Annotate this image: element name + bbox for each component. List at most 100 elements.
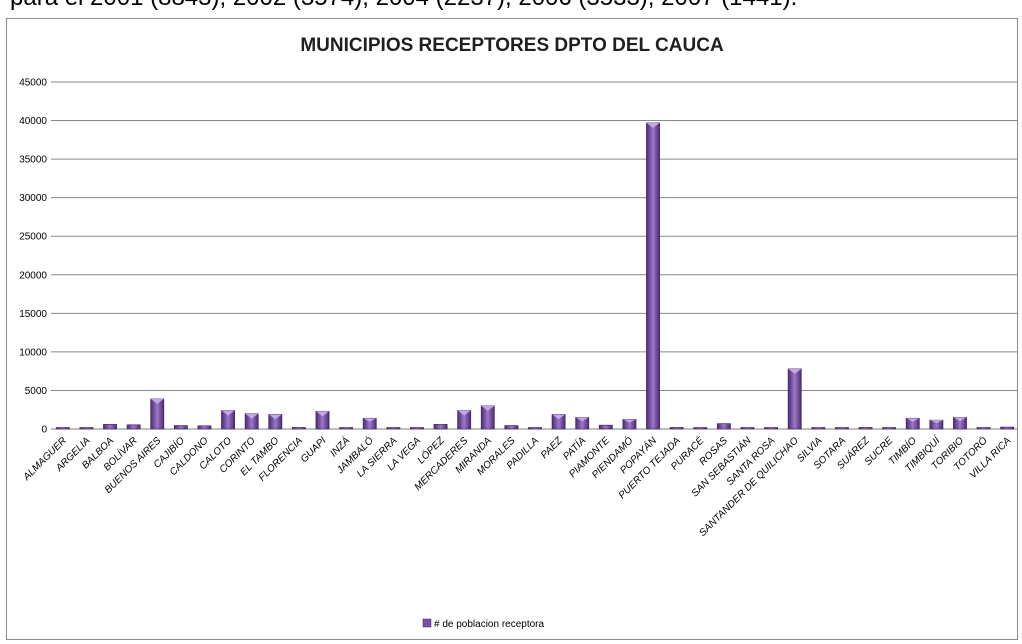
- bar-cap: [315, 411, 330, 417]
- bar: [764, 427, 779, 430]
- bar-body: [882, 427, 897, 430]
- bar-cap: [575, 417, 589, 422]
- bar-body: [410, 427, 424, 430]
- y-axis-ticks: 0 5000 10000 15000 20000 25000 30000 35000 40000…: [19, 78, 47, 436]
- bar-cap: [221, 410, 235, 416]
- bar-body: [339, 427, 354, 430]
- bar-body: [693, 427, 708, 430]
- bar-body: [1000, 426, 1015, 430]
- bar: [457, 410, 472, 430]
- bar: [716, 423, 731, 430]
- bars: [55, 122, 1015, 430]
- bar: [693, 427, 708, 430]
- bar: [1000, 426, 1015, 430]
- bar: [103, 424, 117, 430]
- y-tick-label: 10000: [19, 347, 47, 358]
- bar-body: [669, 427, 684, 430]
- bar-body: [646, 122, 660, 430]
- bar-body: [433, 424, 448, 430]
- bar: [905, 417, 920, 430]
- x-tick-label: PAEZ: [539, 435, 565, 461]
- bar-body: [858, 427, 873, 430]
- bar: [386, 427, 401, 430]
- bar-body: [528, 427, 542, 430]
- bar: [669, 427, 684, 430]
- x-tick-label: GUAPI: [299, 435, 329, 465]
- bar-body: [504, 425, 519, 430]
- bar: [598, 424, 613, 430]
- bar: [268, 414, 283, 430]
- top-caption: para el 2001 (8843), 2002 (3574), 2004 (…: [10, 0, 797, 12]
- bar: [646, 122, 660, 430]
- bar: [173, 425, 188, 430]
- bar: [339, 427, 354, 430]
- chart-frame: MUNICIPIOS RECEPTORES DPTO DEL CAUCA 0 50…: [6, 18, 1018, 640]
- bar: [291, 427, 306, 430]
- bar: [433, 424, 448, 430]
- chart-title: MUNICIPIOS RECEPTORES DPTO DEL CAUCA: [300, 35, 724, 56]
- bar-body: [811, 427, 826, 430]
- bar-cap: [622, 419, 637, 423]
- y-tick-label: 45000: [19, 78, 47, 89]
- bar: [480, 405, 495, 430]
- legend: # de poblacion receptora: [422, 618, 545, 630]
- bar-cap: [551, 414, 566, 420]
- bar-body: [126, 424, 141, 430]
- bar: [504, 425, 519, 430]
- bar: [315, 410, 330, 430]
- bar: [740, 427, 755, 430]
- bar: [410, 427, 424, 430]
- bar-body: [173, 425, 188, 430]
- bar-body: [103, 424, 117, 430]
- bar: [221, 410, 235, 430]
- bar-body: [976, 427, 991, 430]
- gridlines: [51, 81, 1017, 430]
- bar-cap: [953, 417, 967, 422]
- bar: [55, 427, 70, 430]
- bar: [622, 419, 637, 430]
- bar-body: [787, 368, 802, 430]
- bar: [126, 424, 141, 430]
- bar-cap: [268, 414, 282, 420]
- bar: [953, 417, 967, 430]
- bar-cap: [906, 418, 920, 422]
- bar: [811, 427, 826, 430]
- bar: [150, 398, 165, 430]
- bar-body: [55, 427, 70, 430]
- bar-body: [291, 427, 306, 430]
- bar: [551, 414, 566, 430]
- bar: [244, 413, 259, 430]
- y-tick-label: 30000: [19, 193, 47, 204]
- y-tick-label: 5000: [25, 386, 48, 397]
- bar: [787, 368, 802, 430]
- bar-cap: [150, 398, 164, 404]
- y-tick-label: 25000: [19, 232, 47, 243]
- bar-cap: [457, 410, 471, 416]
- bar-cap: [363, 418, 377, 422]
- bar-body: [740, 427, 755, 430]
- bar-cap: [788, 368, 802, 374]
- bar-cap: [245, 413, 259, 419]
- bar: [79, 427, 94, 430]
- legend-label: # de poblacion receptora: [434, 619, 545, 630]
- bar-body: [386, 427, 401, 430]
- y-tick-label: 20000: [19, 270, 47, 281]
- bar-cap: [481, 405, 495, 411]
- bar: [882, 427, 897, 430]
- bar: [362, 417, 377, 430]
- bar-body: [79, 427, 94, 430]
- y-tick-label: 15000: [19, 309, 47, 320]
- bar: [858, 427, 873, 430]
- bar-chart: MUNICIPIOS RECEPTORES DPTO DEL CAUCA 0 50…: [19, 35, 1017, 630]
- bar-cap: [929, 420, 943, 424]
- bar-body: [197, 425, 212, 430]
- legend-swatch: [422, 618, 432, 628]
- bar: [575, 417, 590, 430]
- bar: [197, 425, 212, 430]
- bar-body: [764, 427, 779, 430]
- bar-body: [716, 423, 731, 430]
- bar: [976, 427, 991, 430]
- y-tick-label: 40000: [19, 116, 47, 127]
- bar-cap: [646, 122, 660, 128]
